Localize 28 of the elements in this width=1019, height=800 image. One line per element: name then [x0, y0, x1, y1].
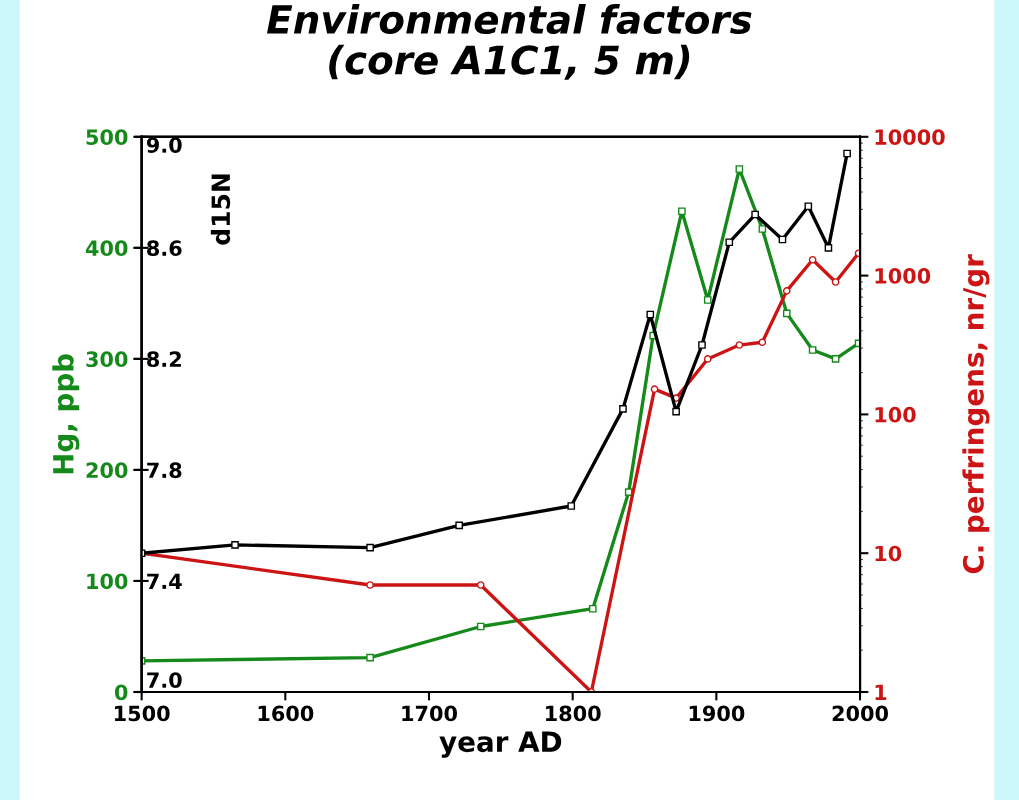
- y2-axis-title: C. perfringens, nr/gr: [962, 254, 990, 574]
- y2-tick-label: 1: [875, 684, 887, 700]
- y-tick-label: 500: [86, 129, 128, 146]
- y-tick-label: 300: [86, 351, 128, 368]
- y2-tick-label: 100: [875, 406, 916, 423]
- y3-tick-label: 7.4: [147, 573, 182, 589]
- y3-tick-label: 7.8: [147, 462, 182, 479]
- x-tick-label: 1600: [258, 705, 314, 722]
- y2-tick-label: 1000: [875, 268, 931, 284]
- y2-tick-label: 10000: [875, 129, 945, 146]
- x-tick-label: 1800: [546, 705, 601, 722]
- y2-tick-label: 10: [875, 545, 902, 562]
- y-tick-label: 200: [86, 462, 128, 479]
- y3-tick-label: 9.0: [146, 137, 182, 153]
- y-tick-label: 400: [85, 240, 128, 257]
- x-tick-label: 1700: [402, 705, 457, 722]
- x-tick-label: 2000: [832, 705, 889, 722]
- chart-title: Environmental factors (core A1C1, 5 m): [266, 4, 752, 80]
- y-tick-label: 100: [87, 573, 128, 590]
- x-axis-title: year AD: [439, 731, 562, 758]
- y-tick-label: 0: [114, 684, 128, 701]
- y3-tick-label: 8.6: [147, 240, 182, 257]
- y-axis-title: Hg, ppb: [52, 354, 80, 474]
- x-tick-label: 1500: [115, 705, 170, 722]
- y3-axis-title: d15N: [210, 174, 231, 245]
- y3-tick-label: 8.2: [147, 351, 181, 368]
- y3-tick-label: 7.0: [147, 672, 182, 688]
- x-tick-label: 1900: [689, 705, 745, 722]
